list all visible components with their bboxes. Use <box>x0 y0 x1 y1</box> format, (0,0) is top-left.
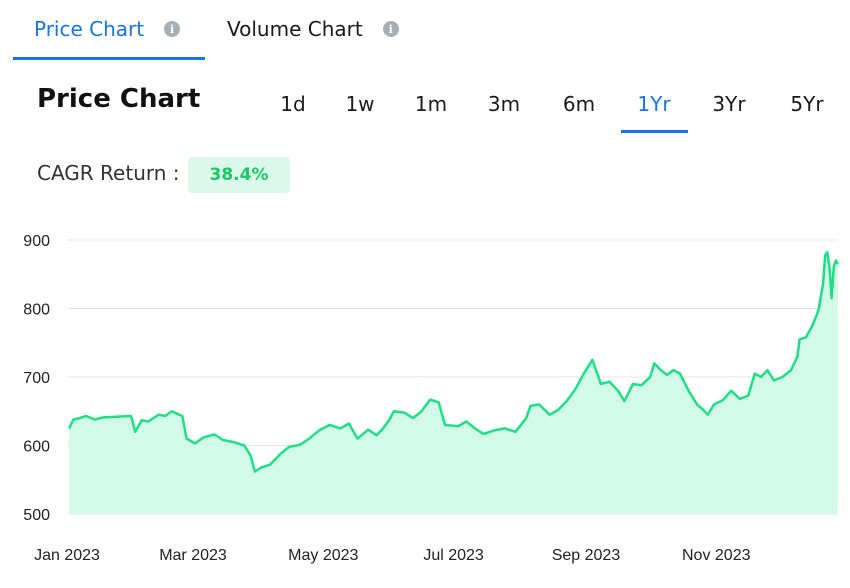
info-icon[interactable]: i <box>382 21 399 37</box>
y-axis-ticks: 500 600 700 800 900 <box>23 233 50 524</box>
range-selector: 1d 1w 1m 3m 6m 1Yr 3Yr 5Yr <box>0 84 850 134</box>
info-icon[interactable]: i <box>164 21 181 37</box>
range-button-6m[interactable]: 6m <box>562 92 596 116</box>
tab-volume-chart[interactable]: Volume Chart i <box>227 0 399 58</box>
x-tick-label: Sep 2023 <box>552 547 621 564</box>
tab-price-chart[interactable]: Price Chart i <box>34 0 181 58</box>
cagr-label: CAGR Return : <box>37 161 180 185</box>
y-tick-label: 900 <box>23 233 50 250</box>
y-tick-label: 700 <box>23 370 50 387</box>
range-button-1yr[interactable]: 1Yr <box>637 92 671 116</box>
range-button-3m[interactable]: 3m <box>487 92 521 116</box>
range-button-1d[interactable]: 1d <box>280 92 306 116</box>
x-tick-label: May 2023 <box>288 547 358 564</box>
range-button-5yr[interactable]: 5Yr <box>790 92 824 116</box>
tab-price-chart-label: Price Chart <box>34 17 145 41</box>
cagr-value-badge: 38.4% <box>188 157 290 193</box>
y-tick-label: 800 <box>23 302 50 319</box>
x-tick-label: Jul 2023 <box>423 547 484 564</box>
x-axis-ticks: Jan 2023 Mar 2023 May 2023 Jul 2023 Sep 2023… <box>34 547 751 564</box>
x-tick-label: Nov 2023 <box>682 547 751 564</box>
range-button-1w[interactable]: 1w <box>345 92 375 116</box>
range-button-3yr[interactable]: 3Yr <box>712 92 746 116</box>
range-button-1m[interactable]: 1m <box>414 92 448 116</box>
y-tick-label: 500 <box>23 507 50 524</box>
series-line <box>67 251 840 473</box>
x-tick-label: Jan 2023 <box>34 547 100 564</box>
x-tick-label: Mar 2023 <box>159 547 227 564</box>
series-area-fill <box>69 252 839 515</box>
active-range-indicator <box>621 130 688 133</box>
area-layer <box>67 251 840 515</box>
active-tab-indicator <box>13 57 205 60</box>
chart-tabs: Price Chart i Volume Chart i <box>0 0 850 62</box>
chart-heading: Price Chart <box>37 84 201 114</box>
tab-volume-chart-label: Volume Chart <box>227 17 363 41</box>
y-tick-label: 600 <box>23 439 50 456</box>
